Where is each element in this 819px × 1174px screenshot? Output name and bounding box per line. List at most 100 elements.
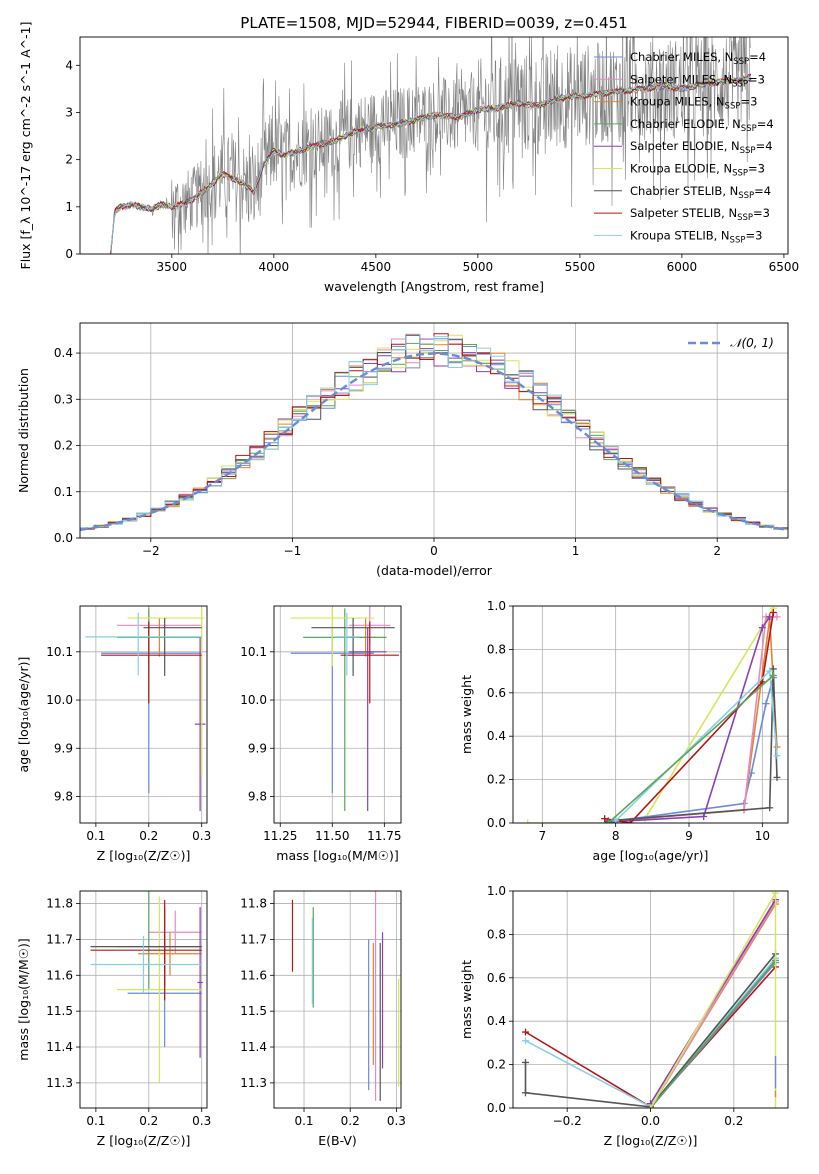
x-tick-label: 0.2 (139, 1114, 158, 1128)
panel-mass-vs-EBV: 0.1 0.2 0.3 11.3 11.4 11.5 11.6 11.7 11.8 E(B-V) (240, 890, 406, 1148)
x-tick-label: −2 (142, 544, 160, 558)
axes-frame (273, 605, 402, 824)
y-tick-label: 0.2 (487, 1058, 506, 1072)
y-tick-label: 1.0 (487, 599, 506, 613)
x-tick-label: 5000 (463, 260, 494, 274)
x-tick-label: 0.2 (341, 1114, 360, 1128)
panel-residuals: −2 −1 0 1 2 0.0 0.1 0.2 0.3 0.4 (data-model)/error… (16, 322, 789, 578)
x-axis-label: (data-model)/error (376, 563, 493, 578)
y-axis-label: age [log₁₀(age/yr)] (16, 657, 31, 773)
legend-entry: Chabrier MILES, NSSP=4 (630, 50, 766, 67)
axes-frame (79, 36, 789, 255)
y-tick-label: 4 (65, 58, 73, 72)
y-tick-label: 11.6 (240, 968, 267, 982)
y-tick-label: 0.0 (487, 1101, 506, 1115)
legend-entry: Kroupa STELIB, NSSP=3 (630, 228, 762, 245)
panel-age-vs-Z: 0.1 0.2 0.3 9.8 9.9 10.0 10.1 Z [log₁₀(Z/Z☉)] ag… (16, 605, 211, 863)
x-tick-label: 0.1 (86, 1114, 105, 1128)
y-tick-label: 11.3 (240, 1076, 267, 1090)
y-tick-label: 11.8 (240, 897, 267, 911)
y-tick-label: 1.0 (487, 884, 506, 898)
x-axis-label: Z [log₁₀(Z/Z☉)] (97, 1133, 191, 1148)
y-tick-label: 9.8 (54, 789, 73, 803)
y-tick-label: 11.5 (240, 1004, 267, 1018)
legend: 𝒩(0, 1) (688, 336, 774, 350)
model-line-cyan (110, 75, 752, 251)
gaussian-curve (80, 352, 788, 532)
legend-entry: Kroupa ELODIE, NSSP=3 (630, 162, 765, 179)
x-tick-label: 11.25 (263, 829, 297, 843)
x-tick-label: 11.50 (315, 829, 349, 843)
x-tick-label: 1 (572, 544, 580, 558)
y-tick-label: 9.8 (248, 789, 267, 803)
y-tick-label: 11.8 (46, 897, 73, 911)
y-tick-label: 11.4 (46, 1040, 73, 1054)
model-line-yellow (110, 74, 752, 254)
y-tick-label: 11.7 (240, 932, 267, 946)
y-tick-label: 2 (65, 153, 73, 167)
y-tick-label: 0.2 (487, 773, 506, 787)
plot-area (524, 606, 781, 823)
y-tick-label: 11.5 (46, 1004, 73, 1018)
y-axis-label: Normed distribution (16, 368, 31, 493)
y-tick-label: 10.1 (240, 645, 267, 659)
legend: Chabrier MILES, NSSP=4 Salpeter MILES, NS… (594, 50, 774, 245)
axes-frame (79, 890, 208, 1109)
x-tick-label: −1 (284, 544, 302, 558)
y-tick-label: 0.2 (54, 439, 73, 453)
legend-entry: 𝒩(0, 1) (730, 336, 774, 350)
series-line-gray (524, 953, 777, 1108)
series-line-yellow (649, 892, 777, 1108)
y-tick-label: 11.6 (46, 968, 73, 982)
observed-spectrum-line (111, 37, 751, 254)
y-tick-label: 3 (65, 105, 73, 119)
y-tick-label: 11.4 (240, 1040, 267, 1054)
y-tick-label: 0 (65, 247, 73, 261)
y-axis-label: mass weight (459, 675, 474, 754)
x-tick-label: 0.0 (641, 1114, 660, 1128)
series-line-pink (615, 616, 777, 822)
legend-entry: Chabrier STELIB, NSSP=4 (630, 184, 771, 201)
legend-entry: Salpeter ELODIE, NSSP=4 (630, 139, 773, 156)
x-axis-label: wavelength [Angstrom, rest frame] (324, 279, 544, 294)
y-tick-label: 10.1 (46, 645, 73, 659)
legend-entry: Chabrier ELODIE, NSSP=4 (630, 117, 774, 134)
y-tick-label: 0.6 (487, 971, 506, 985)
model-line-red (110, 74, 751, 253)
y-tick-label: 9.9 (248, 741, 267, 755)
x-tick-label: 4000 (259, 260, 290, 274)
y-tick-label: 11.7 (46, 932, 73, 946)
plot-area (522, 891, 779, 1108)
x-tick-label: 0.2 (724, 1114, 743, 1128)
y-axis-label: Flux [f_λ 10^-17 erg cm^-2 s^-1 A^-1] (18, 22, 33, 270)
plot-area (90, 891, 203, 1083)
axes-frame (273, 890, 402, 1109)
x-axis-label: mass [log₁₀(M/M☉)] (276, 848, 398, 863)
y-tick-label: 11.3 (46, 1076, 73, 1090)
x-tick-label: 9 (685, 829, 693, 843)
x-tick-label: 0 (430, 544, 438, 558)
figure-title: PLATE=1508, MJD=52944, FIBERID=0039, z=0… (240, 14, 627, 32)
x-tick-label: 0.3 (387, 1114, 406, 1128)
x-tick-label: 3500 (157, 260, 188, 274)
y-tick-label: 1 (65, 200, 73, 214)
series-line-green (649, 959, 777, 1108)
y-axis-label: mass weight (459, 960, 474, 1039)
legend-entry: Kroupa MILES, NSSP=3 (630, 95, 757, 112)
y-tick-label: 0.4 (487, 1014, 506, 1028)
y-tick-label: 0.1 (54, 485, 73, 499)
panel-massweight-vs-Z: −0.2 0.0 0.2 0.0 0.2 0.4 0.6 0.8 1.0 Z [log₁₀(Z/Z… (459, 884, 789, 1148)
x-tick-label: 0.3 (192, 829, 211, 843)
y-tick-label: 0.8 (487, 642, 506, 656)
x-tick-label: 2 (713, 544, 721, 558)
axes-frame (79, 605, 208, 824)
panels: 3500 4000 4500 5000 5500 6000 6500 0 1 2 3 4 wavelen… (16, 22, 800, 1148)
x-tick-label: 11.75 (367, 829, 401, 843)
y-tick-label: 0.4 (54, 346, 73, 360)
x-tick-label: 5500 (565, 260, 596, 274)
x-tick-label: 6500 (769, 260, 800, 274)
y-tick-label: 0.6 (487, 686, 506, 700)
axes-frame (512, 605, 789, 824)
x-axis-label: Z [log₁₀(Z/Z☉)] (604, 1133, 698, 1148)
x-tick-label: −0.2 (553, 1114, 582, 1128)
